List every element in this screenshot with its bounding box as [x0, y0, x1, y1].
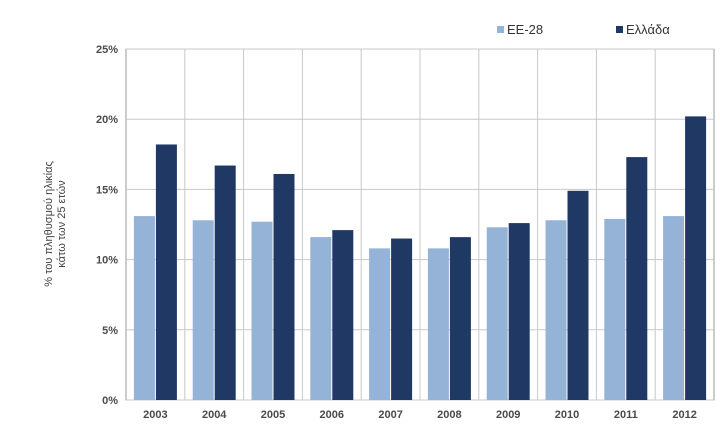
bar-greece-2008: [449, 237, 471, 400]
x-tick-label: 2003: [143, 409, 167, 421]
bar-eu28-2011: [604, 218, 626, 400]
y-axis-label: % του πληθυσμού ηλικίας κάτω των 25 ετών: [43, 161, 68, 287]
legend: ΕΕ-28 Ελλάδα: [497, 22, 670, 37]
legend-label-greece: Ελλάδα: [626, 22, 670, 37]
bar-eu28-2005: [251, 221, 273, 400]
legend-swatch-greece: [616, 26, 623, 33]
bar-greece-2003: [155, 144, 177, 400]
bar-greece-2004: [214, 165, 236, 400]
x-tick-label: 2010: [555, 409, 579, 421]
y-tick-label: 5%: [102, 325, 118, 337]
y-tick-label: 25%: [96, 44, 118, 56]
x-tick-label: 2011: [614, 409, 638, 421]
x-tick-label: 2006: [320, 409, 344, 421]
y-axis-label-line: κάτω των 25 ετών: [56, 180, 68, 268]
bar-eu28-2007: [369, 248, 391, 400]
legend-label-eu28: ΕΕ-28: [507, 22, 543, 37]
x-tick-label: 2007: [378, 409, 402, 421]
y-axis-label-line: % του πληθυσμού ηλικίας: [43, 161, 55, 287]
x-tick-label: 2008: [437, 409, 461, 421]
y-tick-label: 20%: [96, 114, 118, 126]
x-tick-label: 2005: [261, 409, 285, 421]
y-axis-label-group: % του πληθυσμού ηλικίας κάτω των 25 ετών: [43, 161, 68, 287]
bar-greece-2006: [332, 230, 354, 400]
x-tick-label: 2009: [496, 409, 520, 421]
x-tick-label: 2012: [672, 409, 696, 421]
y-tick-label: 10%: [96, 255, 118, 267]
grid: [125, 48, 715, 401]
bar-eu28-2008: [427, 248, 449, 400]
y-axis-ticks: 0% 5% 10% 15% 20% 25%: [96, 44, 118, 407]
bar-eu28-2004: [192, 220, 214, 400]
bars: [133, 116, 707, 400]
bar-eu28-2012: [663, 216, 685, 400]
bar-greece-2005: [273, 173, 295, 400]
bar-greece-2011: [626, 157, 648, 400]
bar-greece-2007: [391, 238, 413, 400]
bar-eu28-2009: [486, 227, 508, 400]
bar-eu28-2010: [545, 220, 567, 400]
x-axis-ticks: 2003 2004 2005 2006 2007 2008 2009 2010 2011 2012: [143, 409, 697, 421]
x-tick-label: 2004: [202, 409, 227, 421]
legend-swatch-eu28: [497, 26, 504, 33]
bar-greece-2012: [685, 116, 707, 400]
bar-eu28-2006: [310, 237, 332, 400]
bar-greece-2010: [567, 190, 589, 400]
y-tick-label: 0%: [102, 395, 118, 407]
bar-eu28-2003: [133, 216, 155, 400]
bar-greece-2009: [508, 223, 530, 400]
y-tick-label: 15%: [96, 184, 118, 196]
